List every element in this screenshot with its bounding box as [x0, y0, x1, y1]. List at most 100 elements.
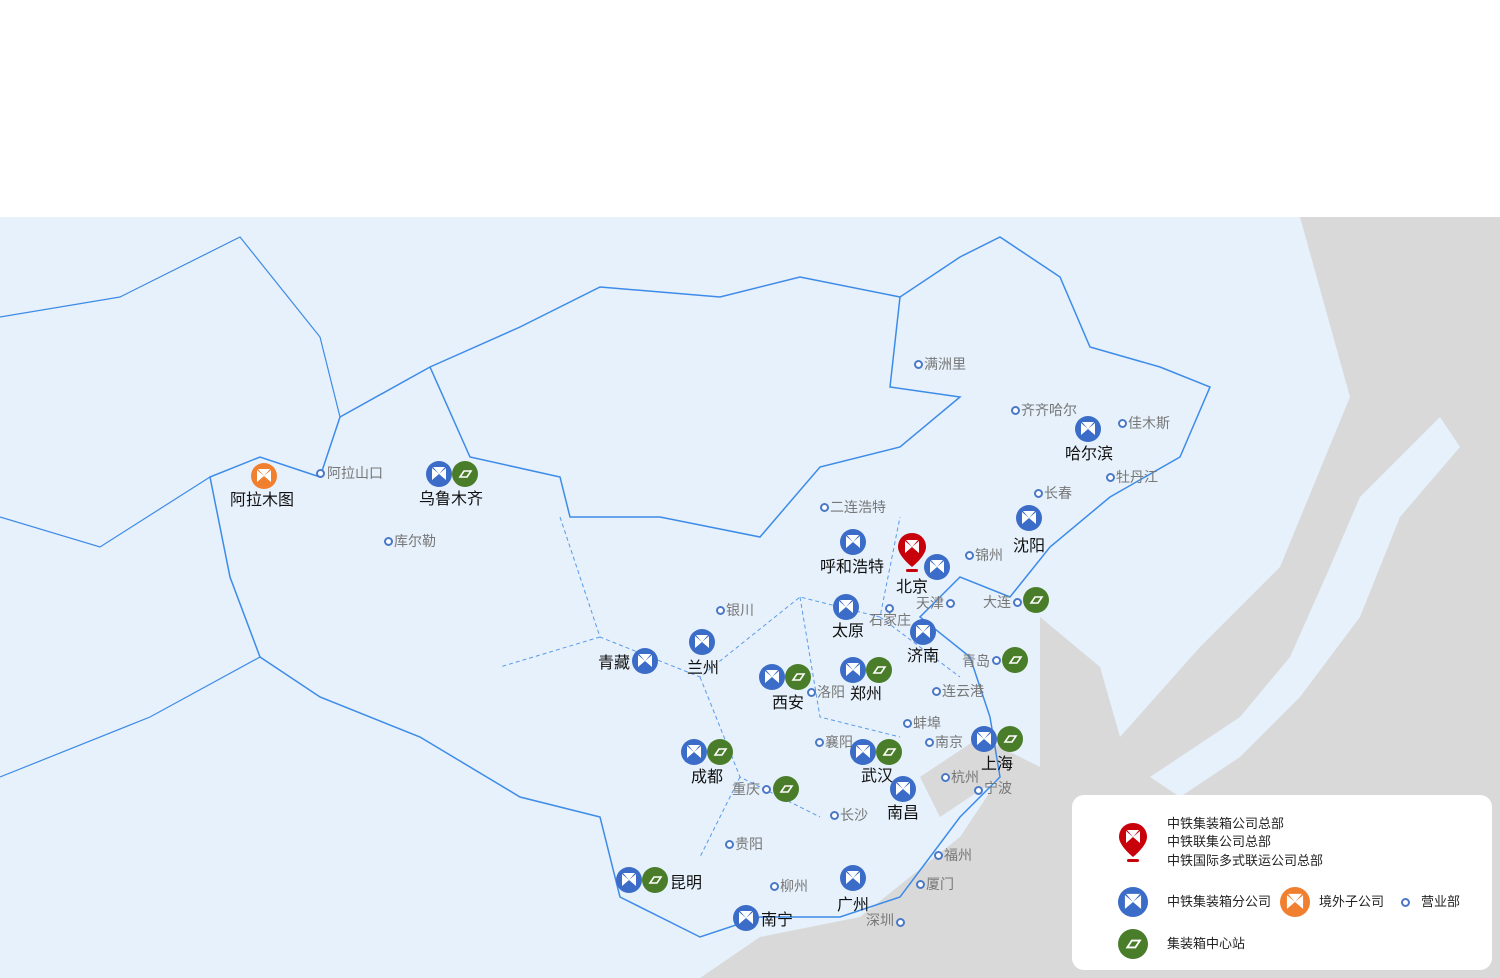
office-marker-icon[interactable] [806, 687, 816, 697]
office-icon [1400, 897, 1410, 907]
map[interactable]: 阿拉木图 阿拉山口 乌鲁木齐 库尔勒 满洲里 齐齐哈尔 佳木斯 哈尔滨 牡丹江 长春 沈阳 二连浩特呼… [0, 217, 1500, 978]
city-label: 哈尔滨 [1064, 444, 1114, 463]
office-marker-icon[interactable] [829, 810, 839, 820]
city-label: 上海 [980, 754, 1014, 773]
office-marker-icon[interactable] [931, 686, 941, 696]
branch-marker-icon[interactable] [850, 739, 876, 765]
korea [1040, 617, 1120, 807]
china-border [209, 236, 1211, 938]
headquarters-marker-icon[interactable] [897, 532, 927, 574]
branch-marker-icon[interactable] [840, 529, 866, 555]
office-marker-icon[interactable] [1010, 405, 1020, 415]
office-marker-icon[interactable] [973, 785, 983, 795]
mongolia-border [429, 276, 901, 368]
branch-marker-icon[interactable] [426, 461, 452, 487]
japan [1150, 417, 1460, 797]
city-label: 襄阳 [825, 735, 853, 751]
branch-marker-icon[interactable] [833, 594, 859, 620]
office-marker-icon[interactable] [715, 605, 725, 615]
legend-office-label: 营业部 [1421, 895, 1461, 910]
office-marker-icon[interactable] [884, 603, 894, 613]
branch-marker-icon[interactable] [840, 657, 866, 683]
overseas-icon [1280, 887, 1310, 917]
office-marker-icon[interactable] [814, 737, 824, 747]
city-label: 蚌埠 [913, 716, 941, 732]
hub-marker-icon[interactable] [707, 739, 733, 765]
branch-marker-icon[interactable] [681, 739, 707, 765]
city-label: 锦州 [975, 548, 1003, 564]
city-label: 阿拉山口 [327, 466, 383, 482]
hub-marker-icon[interactable] [876, 739, 902, 765]
city-label: 天津 [916, 596, 944, 612]
legend-hq-label-3: 中铁国际多式联运公司总部 [1167, 854, 1324, 869]
city-label: 长沙 [840, 808, 868, 824]
branch-marker-icon[interactable] [689, 629, 715, 655]
office-marker-icon[interactable] [315, 468, 325, 478]
office-marker-icon[interactable] [769, 881, 779, 891]
office-marker-icon[interactable] [724, 839, 734, 849]
office-marker-icon[interactable] [991, 655, 1001, 665]
office-marker-icon[interactable] [1033, 488, 1043, 498]
city-label: 广州 [836, 895, 870, 914]
city-label: 长春 [1044, 486, 1072, 502]
city-label: 厦门 [926, 877, 954, 893]
city-label: 满洲里 [924, 357, 966, 373]
hub-marker-icon[interactable] [1023, 587, 1049, 613]
city-label: 洛阳 [817, 685, 845, 701]
office-marker-icon[interactable] [924, 737, 934, 747]
city-label: 武汉 [860, 766, 894, 785]
office-marker-icon[interactable] [933, 850, 943, 860]
office-marker-icon[interactable] [1105, 472, 1115, 482]
city-label: 青岛 [962, 654, 990, 670]
city-label: 济南 [906, 646, 940, 665]
city-label: 银川 [726, 603, 754, 619]
overseas-marker-icon[interactable] [251, 463, 277, 489]
office-marker-icon[interactable] [1117, 418, 1127, 428]
office-marker-icon[interactable] [383, 536, 393, 546]
legend-hub-label: 集装箱中心站 [1167, 937, 1246, 952]
office-marker-icon[interactable] [895, 917, 905, 927]
hub-marker-icon[interactable] [997, 726, 1023, 752]
branch-marker-icon[interactable] [1016, 505, 1042, 531]
branch-marker-icon[interactable] [616, 867, 642, 893]
office-marker-icon[interactable] [915, 879, 925, 889]
city-label: 太原 [831, 621, 865, 640]
office-marker-icon[interactable] [902, 718, 912, 728]
branch-marker-icon[interactable] [733, 905, 759, 931]
branch-marker-icon[interactable] [759, 664, 785, 690]
central-asia-border [0, 236, 341, 778]
city-label: 青藏 [597, 653, 630, 672]
office-marker-icon[interactable] [819, 502, 829, 512]
hub-marker-icon[interactable] [1002, 647, 1028, 673]
city-label: 呼和浩特 [819, 557, 885, 576]
hub-marker-icon[interactable] [452, 461, 478, 487]
branch-marker-icon[interactable] [910, 619, 936, 645]
branch-marker-icon[interactable] [890, 776, 916, 802]
hub-marker-icon[interactable] [785, 664, 811, 690]
office-marker-icon[interactable] [940, 772, 950, 782]
office-marker-icon[interactable] [761, 784, 771, 794]
legend-overseas-label: 境外子公司 [1319, 895, 1385, 910]
hub-marker-icon[interactable] [642, 867, 668, 893]
headquarters-pin-icon [1118, 822, 1148, 862]
hub-marker-icon[interactable] [773, 776, 799, 802]
branch-marker-icon[interactable] [840, 865, 866, 891]
city-label: 佳木斯 [1128, 416, 1170, 432]
city-label: 沈阳 [1012, 536, 1046, 555]
office-marker-icon[interactable] [964, 550, 974, 560]
office-marker-icon[interactable] [913, 359, 923, 369]
office-marker-icon[interactable] [1012, 597, 1022, 607]
branch-marker-icon[interactable] [971, 726, 997, 752]
legend-hq-label-2: 中铁联集公司总部 [1167, 835, 1272, 850]
branch-marker-icon[interactable] [924, 554, 950, 580]
city-label: 北京 [895, 577, 929, 596]
branch-marker-icon[interactable] [632, 648, 658, 674]
hub-marker-icon[interactable] [866, 657, 892, 683]
office-marker-icon[interactable] [945, 598, 955, 608]
city-label: 二连浩特 [830, 500, 886, 516]
sea-area [700, 217, 1500, 978]
city-label: 成都 [690, 767, 724, 786]
city-label: 杭州 [951, 770, 979, 786]
city-label: 柳州 [780, 879, 808, 895]
branch-marker-icon[interactable] [1075, 416, 1101, 442]
